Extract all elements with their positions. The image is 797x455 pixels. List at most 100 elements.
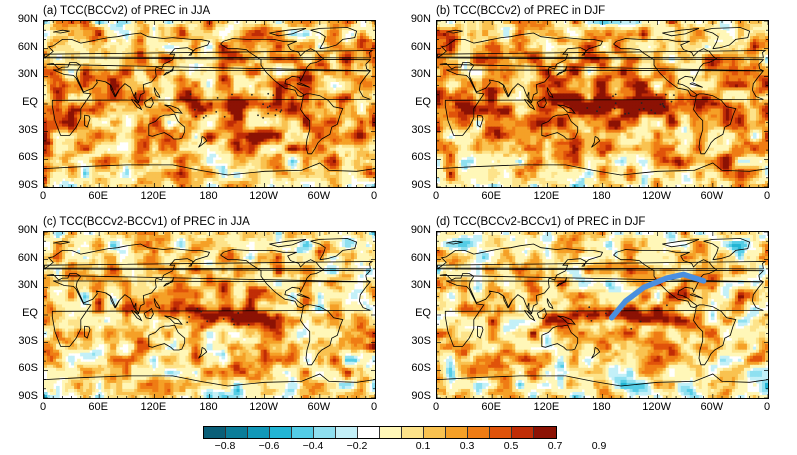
map-cell — [140, 105, 144, 110]
map-cell — [149, 21, 153, 25]
map-cell — [329, 156, 334, 161]
map-cell — [122, 21, 126, 25]
map-cell — [158, 84, 162, 88]
map-cell — [281, 117, 286, 122]
map-cell — [131, 144, 135, 149]
map-cell — [344, 111, 349, 116]
map-cell — [137, 132, 141, 137]
map-cell — [95, 87, 99, 92]
map-cell — [149, 126, 153, 131]
map-cell — [191, 72, 196, 76]
map-cell — [197, 129, 202, 134]
map-cell — [89, 105, 93, 110]
map-cell — [77, 105, 81, 110]
map-cell — [275, 90, 280, 95]
map-cell — [218, 72, 223, 76]
map-cell — [308, 135, 313, 140]
map-cell — [326, 36, 331, 40]
map-cell — [242, 129, 247, 134]
map-cell — [269, 111, 274, 116]
map-cell — [134, 36, 138, 40]
map-cell — [332, 72, 337, 76]
map-cell — [335, 87, 340, 92]
map-cell — [56, 129, 60, 134]
map-cell — [104, 117, 108, 122]
map-cell — [53, 135, 57, 140]
map-cell — [248, 147, 253, 152]
map-cell — [311, 87, 316, 92]
map-cell — [131, 153, 135, 158]
map-cell — [350, 78, 355, 82]
map-cell — [302, 60, 307, 64]
map-cell — [176, 78, 181, 82]
map-cell — [161, 126, 165, 131]
map-cell — [221, 63, 226, 67]
map-cell — [176, 114, 181, 119]
map-cell — [356, 111, 361, 116]
map-cell — [344, 30, 349, 34]
map-cell — [317, 63, 322, 67]
map-cell — [203, 117, 208, 122]
map-cell — [350, 72, 355, 76]
map-cell — [77, 156, 81, 161]
map-cell — [371, 81, 375, 85]
map-cell — [152, 96, 156, 101]
map-cell — [353, 126, 358, 131]
map-cell — [254, 114, 259, 119]
map-cell — [353, 21, 358, 25]
map-cell — [83, 141, 87, 146]
map-cell — [227, 117, 232, 122]
map-cell — [122, 75, 126, 79]
map-cell — [308, 90, 313, 95]
map-cell — [182, 45, 187, 49]
map-cell — [83, 126, 87, 131]
map-cell — [170, 39, 174, 43]
map-cell — [95, 66, 99, 70]
map-cell — [200, 39, 205, 43]
map-cell — [290, 42, 295, 46]
map-cell — [338, 135, 343, 140]
map-cell — [203, 126, 208, 131]
map-cell — [56, 147, 60, 152]
map-cell — [335, 141, 340, 146]
map-cell — [356, 90, 361, 95]
map-cell — [89, 81, 93, 85]
map-cell — [191, 45, 196, 49]
map-cell — [185, 93, 190, 98]
map-cell — [95, 120, 99, 125]
map-cell — [110, 90, 114, 95]
map-cell — [314, 81, 319, 85]
map-cell — [131, 87, 135, 92]
map-cell — [116, 120, 120, 125]
map-cell — [215, 105, 220, 110]
map-cell — [197, 141, 202, 146]
map-cell — [197, 48, 202, 52]
map-cell — [95, 123, 99, 128]
map-cell — [329, 27, 334, 31]
map-cell — [116, 129, 120, 134]
map-cell — [116, 48, 120, 52]
map-cell — [350, 81, 355, 85]
map-cell — [218, 24, 223, 28]
map-cell — [284, 81, 289, 85]
map-cell — [365, 99, 370, 104]
map-cell — [350, 21, 355, 25]
map-cell — [149, 93, 153, 98]
map-cell — [278, 156, 283, 161]
map-cell — [368, 117, 373, 122]
map-cell — [194, 63, 199, 67]
map-cell — [368, 72, 373, 76]
map-cell — [356, 51, 361, 55]
map-cell — [185, 72, 190, 76]
map-cell — [332, 48, 337, 52]
map-cell — [149, 69, 153, 73]
map-cell — [188, 84, 193, 88]
map-cell — [218, 63, 223, 67]
map-cell — [68, 120, 72, 125]
map-cell — [122, 120, 126, 125]
map-cell — [158, 57, 162, 61]
map-cell — [371, 24, 375, 28]
map-cell — [104, 105, 108, 110]
map-cell — [59, 30, 63, 34]
map-cell — [272, 105, 277, 110]
